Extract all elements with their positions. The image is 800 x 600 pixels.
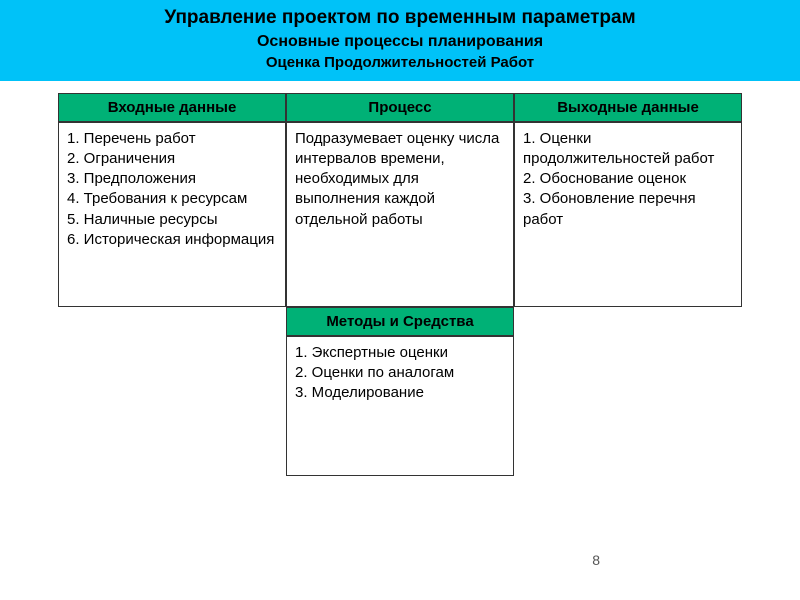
cell-process: Подразумевает оценку числа интервалов вр… bbox=[286, 122, 514, 307]
header-band: Управление проектом по временным парамет… bbox=[0, 0, 800, 81]
header-outputs: Выходные данные bbox=[514, 93, 742, 122]
table-header-row: Входные данные Процесс Выходные данные bbox=[58, 93, 742, 122]
title-sub: Основные процессы планирования bbox=[0, 32, 800, 52]
methods-block: Методы и Средства 1. Экспертные оценки2.… bbox=[286, 307, 514, 476]
header-methods: Методы и Средства bbox=[286, 307, 514, 336]
header-inputs: Входные данные bbox=[58, 93, 286, 122]
content-area: Входные данные Процесс Выходные данные 1… bbox=[0, 81, 800, 476]
title-topic: Оценка Продолжительностей Работ bbox=[0, 54, 800, 73]
process-table: Входные данные Процесс Выходные данные 1… bbox=[58, 93, 742, 476]
title-main: Управление проектом по временным парамет… bbox=[0, 6, 800, 30]
header-process: Процесс bbox=[286, 93, 514, 122]
cell-outputs: 1. Оценки продолжительностей работ2. Обо… bbox=[514, 122, 742, 307]
page-number: 8 bbox=[592, 552, 600, 568]
cell-inputs: 1. Перечень работ2. Ограничения3. Предпо… bbox=[58, 122, 286, 307]
cell-methods: 1. Экспертные оценки2. Оценки по аналога… bbox=[286, 336, 514, 476]
table-body-row: 1. Перечень работ2. Ограничения3. Предпо… bbox=[58, 122, 742, 307]
